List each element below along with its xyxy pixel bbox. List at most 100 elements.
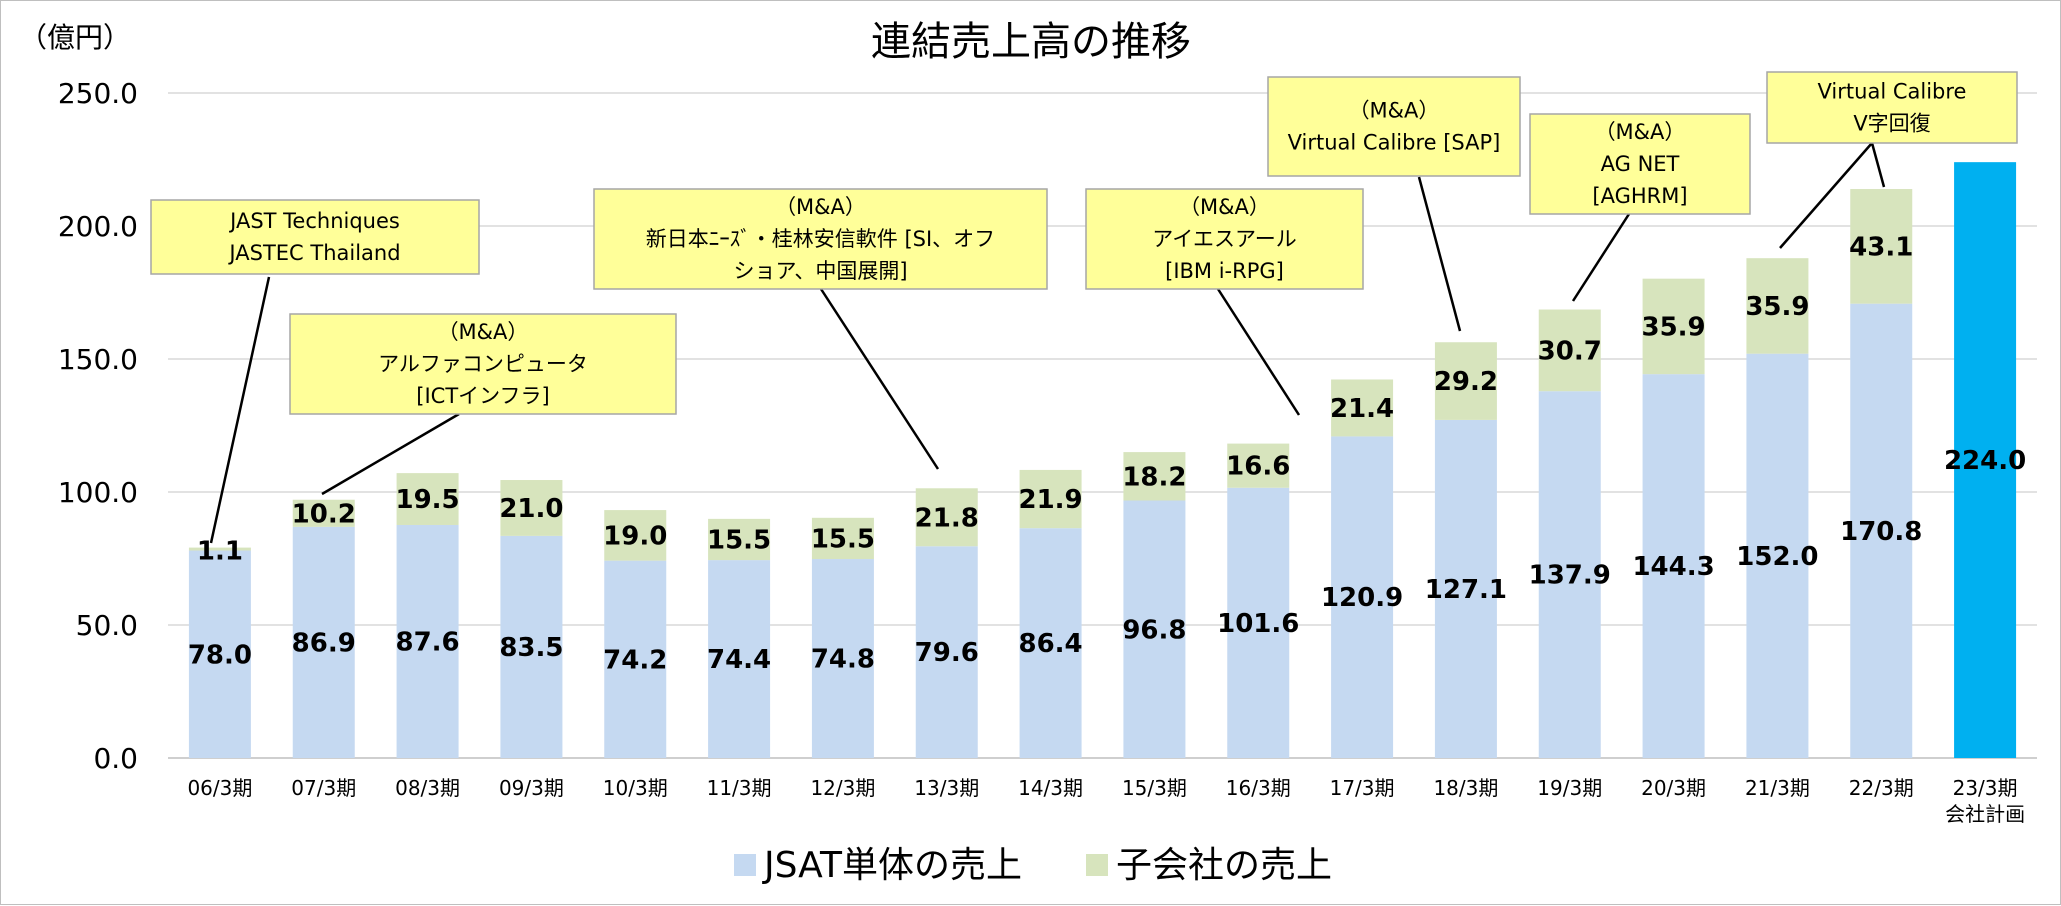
annotation-text: AG NET: [1601, 152, 1680, 176]
bar-segment: [604, 560, 667, 758]
annotation-text: [AGHRM]: [1592, 184, 1687, 208]
bar-segment: [292, 526, 355, 758]
annotation-text: （M&A）: [1179, 195, 1270, 219]
annotation-box: [289, 313, 677, 415]
bar-segment: [915, 546, 978, 758]
data-label: 74.4: [707, 645, 771, 675]
data-label: 43.1: [1849, 232, 1913, 262]
annotation-box: [1766, 71, 2018, 144]
data-label: 86.9: [292, 628, 356, 658]
data-label: 29.2: [1434, 367, 1498, 397]
data-label: 16.6: [1226, 452, 1290, 482]
legend-label: 子会社の売上: [1116, 845, 1332, 886]
annotation-text: [ICTインフラ]: [416, 384, 549, 408]
bar-segment: [1954, 162, 2017, 758]
data-label: 18.2: [1122, 462, 1186, 492]
data-label: 19.0: [603, 521, 667, 551]
data-label: 1.1: [197, 537, 243, 567]
x-tick-label: 18/3期: [1433, 776, 1498, 800]
x-tick-label: 13/3期: [914, 776, 979, 800]
data-label: 19.5: [396, 485, 460, 515]
x-tick-label: 07/3期: [291, 776, 356, 800]
data-label: 86.4: [1019, 629, 1083, 659]
annotation-leader-line: [1870, 142, 1886, 188]
x-tick-label: 10/3期: [603, 776, 668, 800]
annotation-leader-line: [819, 288, 940, 470]
data-label: 120.9: [1321, 583, 1403, 613]
bar-segment: [1331, 379, 1394, 437]
data-labels: 78.0 86.9 87.6 83.5 74.2 74.4 74.8 79.6 86.4 96.8…: [188, 232, 2026, 675]
annotation-text: （M&A）: [438, 320, 529, 344]
data-label: 10.2: [292, 499, 356, 529]
annotation-leader-line: [1779, 142, 1873, 249]
annotations: JAST Techniques JASTEC Thailand （M&A） アルファコ…: [150, 71, 2018, 415]
x-tick-label: 20/3期: [1641, 776, 1706, 800]
chart-title: 連結売上高の推移: [871, 19, 1191, 65]
data-label: 137.9: [1529, 561, 1611, 591]
y-axis-ticks: 0.0 50.0 100.0 150.0 200.0 250.0: [58, 77, 138, 775]
bar-segment: [708, 560, 771, 758]
annotation-box: [1529, 113, 1751, 215]
annotation-leader-line: [321, 412, 460, 496]
y-axis-unit-label: （億円）: [19, 21, 131, 54]
bar-segment: [1123, 500, 1186, 758]
legend-swatch: [734, 854, 756, 876]
y-tick-label: 200.0: [58, 210, 138, 243]
bar-segment: [708, 518, 771, 561]
data-label: 74.8: [811, 645, 875, 675]
y-tick-label: 0.0: [93, 742, 138, 775]
x-tick-label: 19/3期: [1537, 776, 1602, 800]
annotation-text: （M&A）: [775, 195, 866, 219]
bar-segment: [188, 547, 251, 551]
data-label: 127.1: [1425, 575, 1507, 605]
bar-segment: [1642, 374, 1705, 758]
bar-segment: [396, 473, 459, 525]
data-label: 144.3: [1632, 552, 1714, 582]
x-tick-label: 16/3期: [1226, 776, 1291, 800]
annotation-leader-line: [1216, 288, 1301, 416]
annotation-text: JASTEC Thailand: [227, 241, 400, 265]
x-tick-label: 08/3期: [395, 776, 460, 800]
data-label: 101.6: [1217, 609, 1299, 639]
annotation-text: 新日本ﾆｰｽﾞ・桂林安信軟件 [SI、オフ: [646, 227, 995, 251]
bar-segment: [1331, 436, 1394, 758]
y-tick-label: 100.0: [58, 476, 138, 509]
annotation-leader-line: [1571, 213, 1631, 302]
annotation-text: アイエスアール: [1152, 227, 1296, 251]
annotation-box: [1085, 188, 1364, 290]
annotation-text: （M&A）: [1349, 99, 1440, 123]
x-axis-ticks: 06/3期 07/3期 08/3期 09/3期 10/3期 11/3期 12/3期 13/3期…: [187, 776, 2025, 826]
annotation-leader-line: [1417, 176, 1462, 332]
bar-segment: [188, 550, 251, 758]
bar-segment: [1746, 353, 1809, 758]
x-tick-label: 09/3期: [499, 776, 564, 800]
x-tick-label: 11/3期: [707, 776, 772, 800]
bar-segment: [1642, 278, 1705, 375]
bar-segment: [1019, 528, 1082, 758]
bar-segment: [915, 488, 978, 547]
data-label: 35.9: [1745, 292, 1809, 322]
x-tick-label: 14/3期: [1018, 776, 1083, 800]
annotation-text: [IBM i-RPG]: [1165, 259, 1284, 283]
data-label: 21.4: [1330, 394, 1394, 424]
bar-segment: [811, 559, 874, 758]
bar-segment: [1538, 309, 1601, 392]
data-label: 15.5: [811, 524, 875, 554]
data-label: 152.0: [1736, 542, 1818, 572]
bar-segment: [1123, 452, 1186, 501]
bar-segment: [604, 510, 667, 561]
annotation-text: V字回復: [1853, 112, 1930, 136]
bar-segment: [1227, 443, 1290, 488]
annotation-box: [593, 188, 1048, 290]
bar-segment: [1538, 391, 1601, 758]
annotation-box: [150, 199, 480, 275]
bar-segment: [1746, 258, 1809, 354]
bar-segment: [396, 524, 459, 758]
bar-segment: [1227, 487, 1290, 758]
data-label: 74.2: [603, 645, 667, 675]
data-label: 21.0: [499, 494, 563, 524]
x-tick-label: 17/3期: [1330, 776, 1395, 800]
data-label: 170.8: [1840, 517, 1922, 547]
